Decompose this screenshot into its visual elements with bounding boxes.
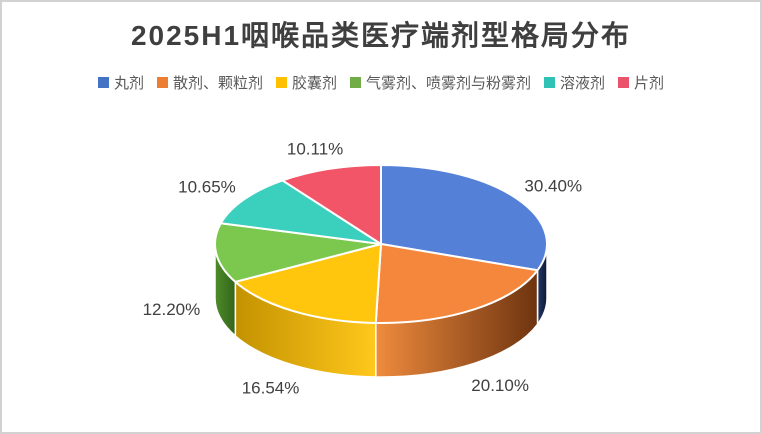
pie-slice-5 [281,164,382,245]
data-label-5: 10.11% [287,139,343,158]
legend-swatch-icon [97,77,109,88]
legend-swatch-icon [350,77,361,88]
legend: 丸剂 散剂、颗粒剂 胶囊剂 气雾剂、喷雾剂与粉雾剂 溶液剂 片剂 [2,72,760,93]
pie-slice-4 [219,179,382,245]
legend-label: 丸剂 [113,75,144,92]
legend-swatch-icon [275,77,287,88]
legend-label: 片剂 [634,75,665,92]
legend-label: 胶囊剂 [291,75,337,92]
data-label-3: 12.20% [143,300,201,319]
pie-slice-3 [214,222,382,283]
data-label-0: 30.40% [524,176,582,195]
legend-swatch-icon [156,77,168,88]
legend-swatch-icon [544,77,556,88]
legend-item-3: 气雾剂、喷雾剂与粉雾剂 [350,72,531,93]
legend-item-0: 丸剂 [97,72,144,93]
legend-label: 气雾剂、喷雾剂与粉雾剂 [366,75,532,92]
legend-item-2: 胶囊剂 [275,72,337,93]
legend-label: 溶液剂 [560,75,606,92]
data-label-4: 10.65% [178,178,236,197]
legend-label: 散剂、颗粒剂 [172,75,263,92]
pie-slice-2 [234,243,382,324]
legend-item-5: 片剂 [618,72,664,93]
pie-slice-0 [380,164,548,272]
data-label-1: 20.10% [471,376,529,395]
pie-slice-1 [374,243,539,324]
legend-swatch-icon [618,77,630,88]
data-label-2: 16.54% [242,379,300,398]
legend-item-1: 散剂、颗粒剂 [156,72,263,93]
chart-title: 2025H1咽喉品类医疗端剂型格局分布 [130,20,632,51]
legend-item-4: 溶液剂 [544,72,605,93]
